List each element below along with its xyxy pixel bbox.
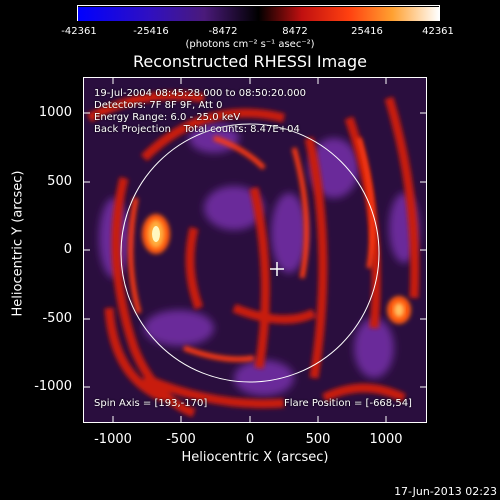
y-tick-label: 500 [47,174,72,189]
secondary-source [387,296,411,324]
colorbar-tick-label: 25416 [351,26,383,37]
y-tick-label: 1000 [38,105,72,120]
colorbar-gradient [78,7,439,21]
x-tick-label: 0 [245,432,255,447]
info-method: Back Projection Total counts: 8.47E+04 [94,124,300,135]
y-tick-label: -500 [42,311,72,326]
y-tick-label: -1000 [34,379,72,394]
colorbar-tick-label: -42361 [61,26,97,37]
colorbar-tick-label: -8472 [208,26,238,37]
x-tick-label: 1000 [369,432,403,447]
x-axis-label: Heliocentric X (arcsec) [181,450,329,465]
info-flare-position: Flare Position = [-668,54] [284,398,412,409]
fringe-pattern [86,91,420,418]
colorbar-tick-label: -25416 [133,26,169,37]
colorbar-tick-label: 42361 [422,26,454,37]
y-axis-label: Heliocentric Y (arcsec) [10,170,26,317]
info-time: 19-Jul-2004 08:45:28.000 to 08:50:20.000 [94,88,306,99]
generation-timestamp: 17-Jun-2013 02:23 [394,485,497,498]
flare-source [142,214,170,254]
y-tick-label: 0 [63,242,72,257]
colorbar [77,5,440,21]
x-tick-label: -1000 [94,432,132,447]
info-energy: Energy Range: 6.0 - 25.0 keV [94,112,241,123]
reconstructed-image [84,78,426,422]
x-tick-label: 500 [305,432,331,447]
fringe-highlights [128,135,375,362]
info-spin-axis: Spin Axis = [193,-170] [94,398,208,409]
colorbar-tick-label: 8472 [282,26,308,37]
spin-axis-marker [270,262,284,276]
info-detectors: Detectors: 7F 8F 9F, Att 0 [94,100,223,111]
colorbar-units: (photons cm⁻² s⁻¹ asec⁻²) [185,39,315,50]
solar-limb-circle [120,123,380,383]
image-plot: 19-Jul-2004 08:45:28.000 to 08:50:20.000… [83,77,427,423]
image-title: Reconstructed RHESSI Image [133,52,367,71]
x-tick-label: -500 [166,432,196,447]
